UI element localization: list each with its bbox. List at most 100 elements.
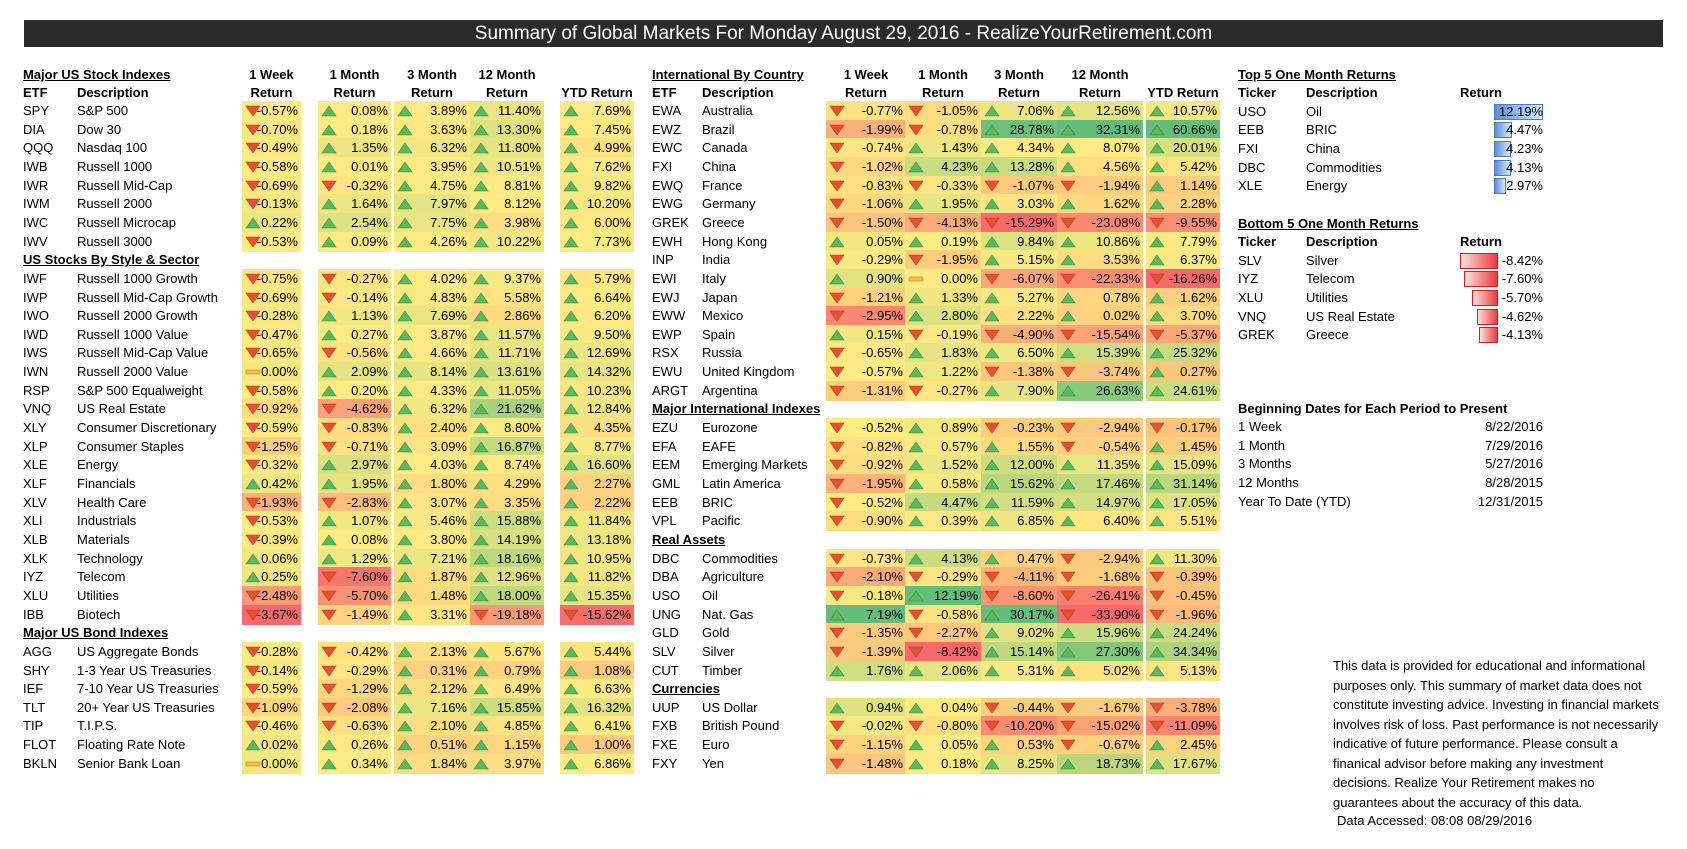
return-value: -0.54% [1098,438,1140,454]
return-cell-m12: 4.29% [470,474,544,494]
return-cell-m12: 13.30% [470,119,544,140]
etf-description: Russell 1000 Value [77,326,189,342]
down-arrow-icon [1149,217,1165,229]
up-arrow-icon [397,646,413,658]
return-cell-m12: 3.35% [470,492,544,513]
rank-return: 4.47% [1506,122,1543,138]
return-value: 1.80% [430,476,467,491]
return-value: -0.82% [861,438,903,454]
etf-ticker: EWH [652,233,683,249]
up-arrow-icon [563,105,579,117]
up-arrow-icon [473,571,489,583]
down-arrow-icon [908,329,924,341]
return-cell-m12: 13.61% [470,362,544,383]
return-value: 0.31% [430,662,467,678]
col-header-description: Description [702,85,774,100]
return-cell-m3: 7.69% [394,306,470,327]
down-arrow-icon [1060,441,1076,453]
return-cell-month: 0.57% [905,436,981,457]
return-cell-ytd: -11.09% [1146,716,1220,737]
col-header-etf: ETF [652,85,677,100]
table-row: GREK Greece -1.50% -4.13% -15.29% -23.08% -9.5… [0,212,1240,233]
top5-row: USO Oil 12.19% [0,102,1687,122]
table-row: DBA Agriculture -2.10% -0.29% -4.11% -1.68% -0… [0,567,1240,588]
etf-description: Russell Mid-Cap Growth [77,289,218,305]
down-arrow-icon [245,198,261,210]
return-cell-m3: 6.32% [394,138,470,159]
return-value: 31.14% [1172,476,1217,491]
return-cell-m12: 11.05% [470,380,544,401]
up-arrow-icon [397,236,413,247]
return-value: -4.62% [346,401,388,417]
return-cell-m3: -4.90% [981,324,1057,345]
return-value: -0.19% [936,326,978,342]
return-cell-m12: 8.74% [470,455,544,476]
return-cell-m3: 15.14% [981,641,1057,662]
down-arrow-icon [563,609,579,621]
dates-row: Year To Date (YTD) 12/31/2015 [0,492,1687,512]
return-cell-m12: 17.46% [1057,474,1143,494]
return-cell-week: -0.57% [826,362,906,383]
return-value: 9.37% [504,270,541,286]
col-header-month: 1 Month [329,67,380,82]
up-arrow-icon [1149,441,1165,452]
return-cell-week: 0.00% [242,753,301,774]
up-arrow-icon [397,720,413,732]
down-arrow-icon [321,702,337,714]
rank-return: -4.62% [1501,308,1543,324]
return-cell-week: -0.65% [242,343,301,364]
return-cell-month: 0.05% [905,735,981,756]
up-arrow-icon [473,441,489,452]
section-title-currencies: Currencies [652,681,720,697]
return-cell-m12: -15.54% [1057,324,1143,345]
down-arrow-icon [829,217,845,229]
etf-description: 20+ Year US Treasuries [77,699,215,715]
up-arrow-icon [245,553,261,564]
return-cell-m12: -2.94% [1057,548,1143,569]
rank-description: Utilities [1306,289,1348,305]
return-cell-ytd: 6.64% [560,287,634,308]
return-cell-m3: 13.28% [981,156,1057,177]
up-arrow-icon [563,291,579,303]
return-value: -0.47% [256,326,298,342]
return-cell-ytd: 8.77% [560,436,634,457]
return-cell-m12: -0.67% [1057,735,1143,756]
return-value: 2.27% [594,476,631,491]
bottom-return-bar [1477,308,1498,325]
return-value: 30.17% [1009,606,1054,622]
down-arrow-icon [321,665,337,677]
bottom-return-bar [1464,271,1498,288]
return-cell-month: 1.64% [318,194,391,215]
up-arrow-icon [321,534,337,546]
down-arrow-icon [245,665,261,677]
down-arrow-icon [321,609,337,621]
down-arrow-icon [245,273,261,285]
up-arrow-icon [473,236,489,247]
up-arrow-icon [1060,515,1076,527]
return-value: -1.67% [1098,699,1140,715]
table-row: EWI Italy 0.90% 0.00% -6.07% -22.33% -16.26% [0,268,1240,289]
return-value: -0.14% [256,662,298,678]
return-value: 2.09% [351,364,388,380]
down-arrow-icon [829,348,845,359]
up-arrow-icon [563,161,579,173]
return-cell-m3: -1.38% [981,362,1057,383]
etf-ticker: IWR [23,177,49,193]
etf-ticker: ARGT [652,382,689,398]
up-arrow-icon [397,422,413,434]
return-cell-m3: 5.46% [394,511,470,532]
return-cell-ytd: -15.62% [560,604,634,625]
col-header-ytd-return: YTD Return [561,85,633,100]
col-header-week: 1 Week [249,67,294,82]
return-value: 0.18% [351,121,388,137]
return-cell-ytd: 4.35% [560,418,634,439]
etf-description: Dow 30 [77,121,122,137]
col-header-month-return: Return [333,85,376,100]
return-value: 8.77% [594,438,631,454]
down-arrow-icon [829,366,845,378]
return-value: 0.00% [261,755,298,771]
down-arrow-icon [245,460,261,471]
return-value: 0.09% [351,233,388,249]
up-arrow-icon [397,571,413,583]
up-arrow-icon [473,105,489,117]
